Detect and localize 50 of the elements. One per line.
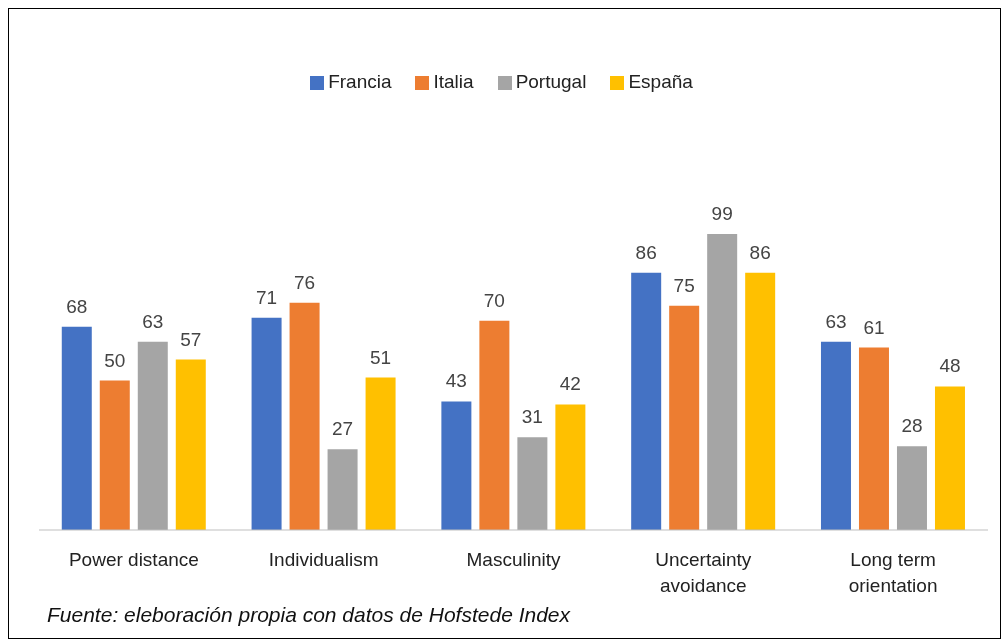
bar [137,341,168,530]
data-label: 51 [370,346,392,368]
data-label: 75 [673,274,695,296]
bar [820,341,851,530]
data-label: 48 [939,355,961,377]
data-label: 76 [294,271,316,293]
bar [669,305,700,530]
x-tick-label: Individualism [268,549,379,570]
data-label: 86 [749,241,771,263]
data-label: 68 [66,295,88,317]
bar [61,326,92,530]
bar [175,359,206,530]
bar [99,380,130,530]
bar [251,317,282,530]
bar [934,386,965,530]
data-label: 63 [825,310,847,332]
data-label: 28 [901,415,923,437]
data-label: 57 [180,328,202,350]
legend-label: Francia [328,71,392,92]
data-label: 43 [445,370,467,392]
bar [441,401,472,530]
data-label: 31 [521,406,543,428]
legend-label: Italia [433,71,474,92]
data-label: 27 [332,418,354,440]
x-tick-label: Long term orientation [848,549,938,596]
data-label: 63 [142,310,164,332]
x-tick-label: Masculinity [466,549,561,570]
data-label: 61 [863,316,885,338]
bar [365,377,396,530]
data-label: 71 [256,286,278,308]
bar [858,347,889,530]
bar [745,272,776,530]
bar [289,302,320,530]
bar [327,449,358,530]
bar [896,446,927,530]
source-note: Fuente: eleboración propia con datos de Hofstede Index [47,603,571,627]
legend-label: Portugal [515,71,587,92]
x-tick-label: Uncertainty avoidance [655,549,752,596]
legend-label: España [628,71,693,92]
data-label: 70 [483,289,505,311]
bar [555,404,586,530]
x-tick-label: Power distance [68,549,199,570]
data-label: 99 [711,203,733,224]
data-label: 42 [559,373,581,395]
bar [517,437,548,530]
data-label: 50 [104,349,126,371]
bar [479,320,510,530]
bar [631,272,662,530]
data-label: 86 [635,241,657,263]
bar [707,234,738,530]
